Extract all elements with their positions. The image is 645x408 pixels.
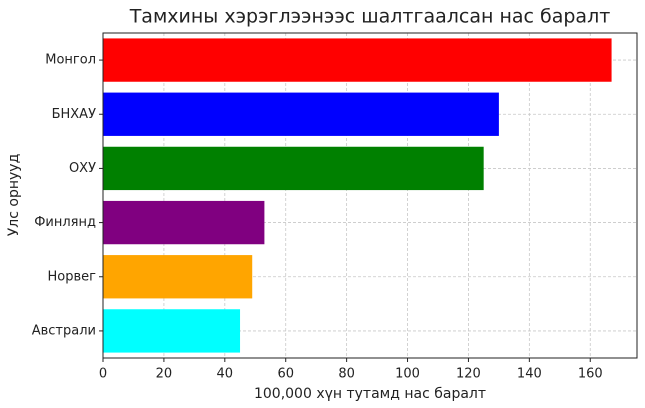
bar xyxy=(103,309,241,353)
x-tick-label: 120 xyxy=(456,367,481,382)
y-tick-label: БНХАУ xyxy=(52,107,96,122)
x-tick-label: 0 xyxy=(99,367,107,382)
bar xyxy=(103,146,484,191)
x-tick-label: 20 xyxy=(156,367,173,382)
bar xyxy=(103,200,265,245)
bar xyxy=(103,92,499,136)
bar xyxy=(103,38,612,82)
y-tick-label: ОХУ xyxy=(69,161,96,176)
y-tick-label: Монгол xyxy=(45,53,96,68)
x-axis-label: 100,000 хүн тутамд нас баралт xyxy=(254,386,486,402)
y-tick-label: Финлянд xyxy=(34,215,96,230)
x-tick-label: 160 xyxy=(578,367,603,382)
y-axis-label: Улс орнууд xyxy=(6,154,22,236)
y-tick-label: Норвег xyxy=(48,269,97,284)
x-tick-label: 60 xyxy=(277,367,294,382)
plot-frame xyxy=(102,32,638,359)
x-tick-label: 80 xyxy=(338,367,355,382)
x-tick-label: 140 xyxy=(517,367,542,382)
y-tick-label: Австрали xyxy=(32,323,96,338)
chart-title: Тамхины хэрэглээнээс шалтгаалсан нас бар… xyxy=(129,6,611,28)
x-tick-label: 40 xyxy=(217,367,234,382)
x-tick-label: 100 xyxy=(395,367,420,382)
bar xyxy=(103,255,253,299)
